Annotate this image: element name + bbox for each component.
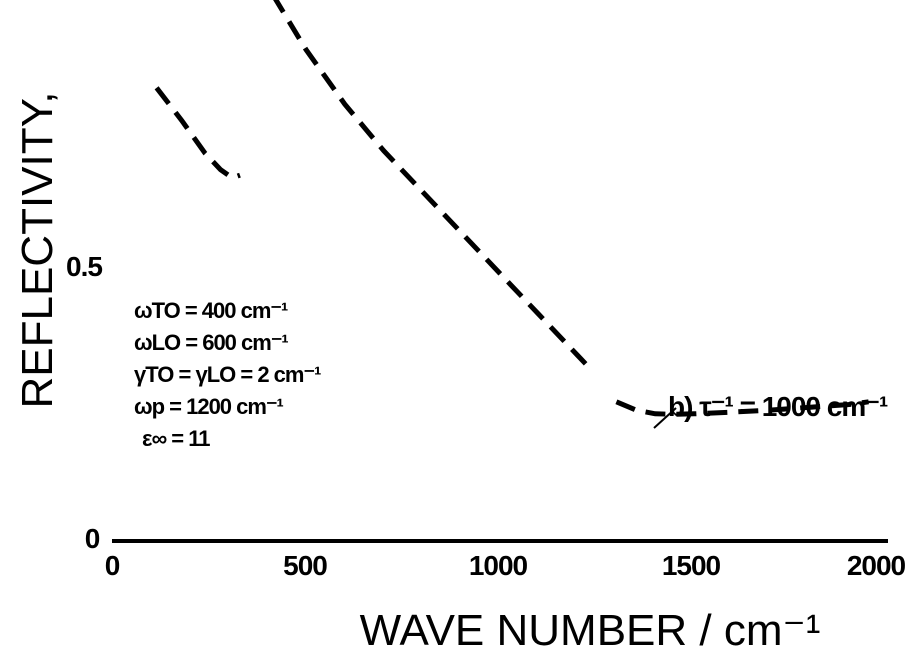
param-omega-to: ωTO = 400 cm⁻¹ [134,298,288,323]
reflectivity-curve [154,0,869,417]
parameter-block: ωTO = 400 cm⁻¹ ωLO = 600 cm⁻¹ γTO = γLO … [134,298,322,451]
param-gamma: γTO = γLO = 2 cm⁻¹ [134,362,321,387]
x-tick-label-500: 500 [283,550,327,581]
y-tick-label-0: 0 [85,523,100,554]
curve-label-leader [653,407,677,429]
param-omega-lo: ωLO = 600 cm⁻¹ [134,330,288,355]
y-tick-label-05: 0.5 [66,251,102,282]
curve-segment-3 [615,399,869,417]
x-tick-label-2000: 2000 [847,550,906,581]
curve-segment-2 [273,0,595,374]
curve-label: b) τ⁻¹ = 1000 cm⁻¹ [668,391,888,422]
y-axis-title: REFLECTIVITY, [13,91,62,408]
param-epsilon-inf: ε∞ = 11 [142,426,210,451]
x-axis-title: WAVE NUMBER / cm⁻¹ [360,606,821,655]
param-omega-p: ωp = 1200 cm⁻¹ [134,394,284,419]
x-tick-label-1000: 1000 [469,550,528,581]
curve-segment-1 [154,86,241,181]
x-tick-label-0: 0 [105,550,120,581]
x-tick-label-1500: 1500 [662,550,721,581]
